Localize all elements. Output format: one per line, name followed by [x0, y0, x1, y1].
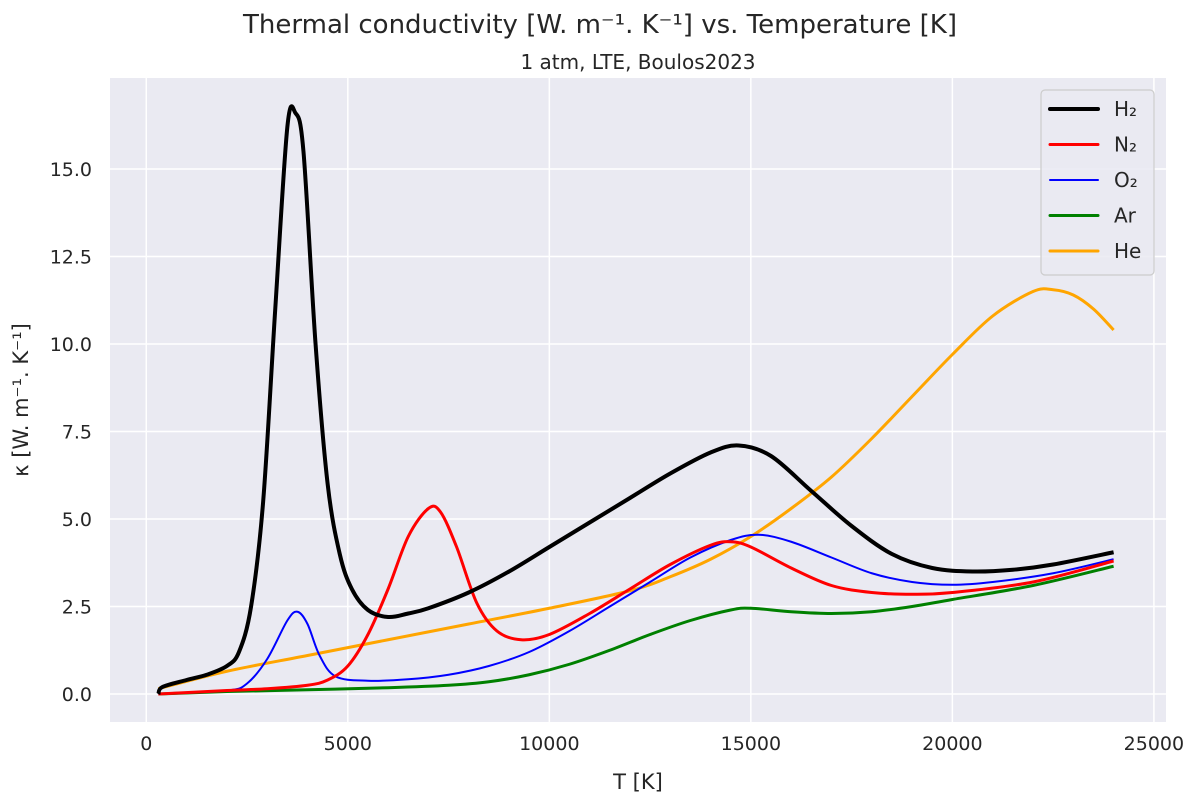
x-tick-label: 0 [140, 733, 152, 755]
series-lines [156, 104, 1115, 696]
chart-subtitle: 1 atm, LTE, Boulos2023 [520, 50, 755, 74]
legend-label: He [1114, 239, 1141, 263]
grid [110, 78, 1166, 722]
chart-title: Thermal conductivity [W. m⁻¹. K⁻¹] vs. T… [242, 10, 957, 40]
x-tick-label: 20000 [922, 733, 982, 755]
x-tick-label: 15000 [721, 733, 781, 755]
legend-label: N₂ [1114, 133, 1137, 157]
x-axis-label: T [K] [612, 770, 663, 794]
legend-label: H₂ [1114, 97, 1137, 121]
series-line-4 [157, 287, 1115, 691]
tick-labels: 0 5000 10000 15000 20000 25000 0.0 2.5 5.0 7.5 10.… [50, 159, 1184, 755]
y-tick-label: 0.0 [62, 684, 92, 706]
x-tick-label: 5000 [324, 733, 372, 755]
y-tick-label: 15.0 [50, 159, 92, 181]
y-tick-label: 12.5 [50, 247, 92, 269]
legend-box [1040, 89, 1155, 276]
series-line-0 [156, 104, 1114, 695]
y-tick-label: 10.0 [50, 334, 92, 356]
series-line-2 [158, 533, 1114, 695]
legend: H₂ N₂ O₂ Ar He [1040, 89, 1155, 276]
y-tick-label: 2.5 [62, 597, 92, 619]
legend-label: Ar [1114, 204, 1137, 228]
series-line-3 [158, 564, 1114, 696]
y-tick-label: 7.5 [62, 422, 92, 444]
x-tick-label: 25000 [1124, 733, 1184, 755]
series-line-1 [158, 504, 1114, 696]
x-tick-label: 10000 [519, 733, 579, 755]
plot-background [110, 78, 1166, 722]
y-axis-label: κ [W. m⁻¹. K⁻¹] [9, 323, 33, 477]
y-tick-label: 5.0 [62, 509, 92, 531]
legend-label: O₂ [1114, 168, 1138, 192]
